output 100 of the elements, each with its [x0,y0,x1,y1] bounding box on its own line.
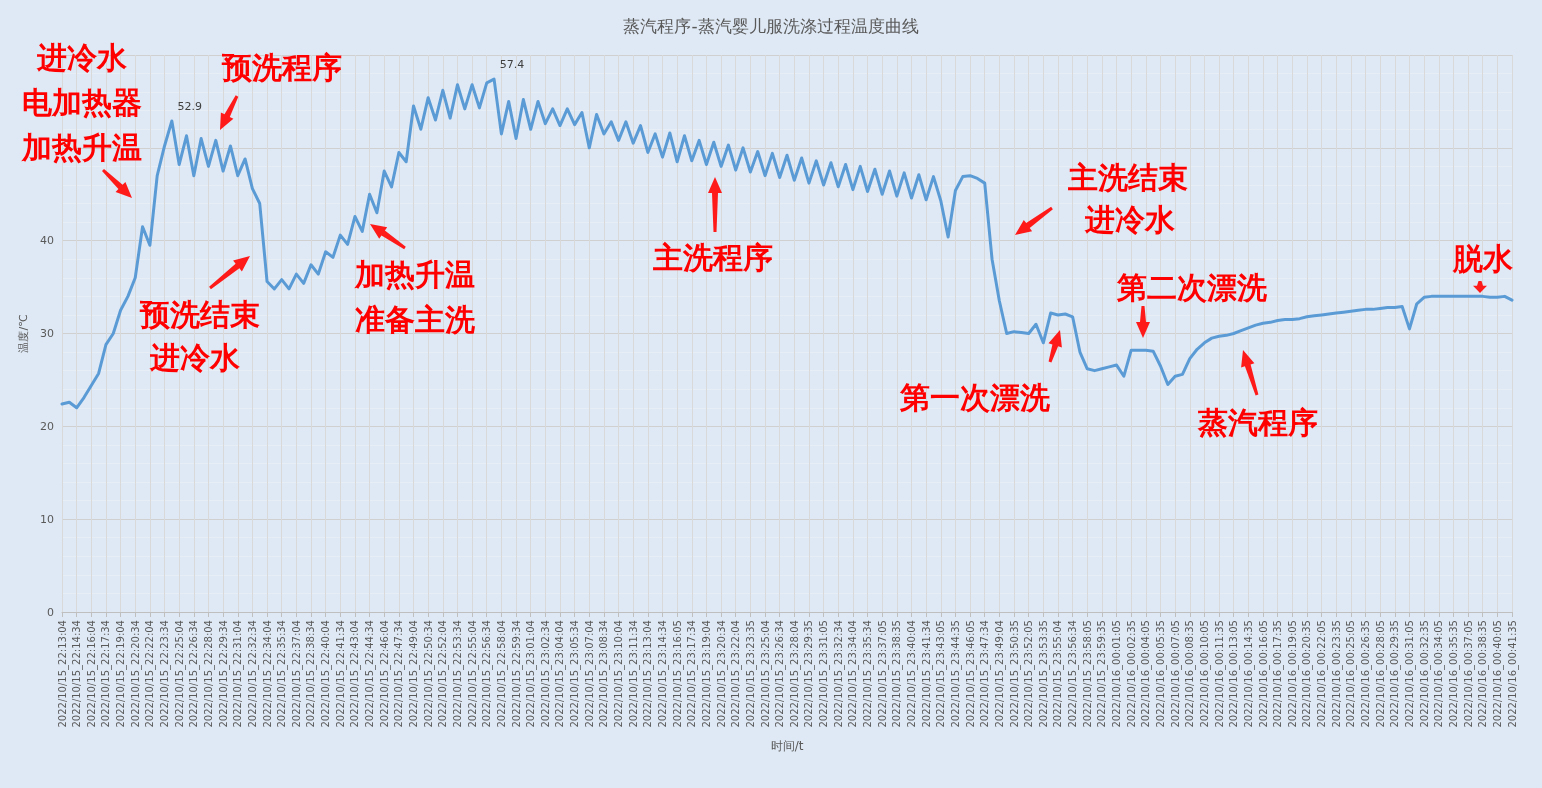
y-tick-label: 10 [40,512,54,526]
x-tick-label: 2022/10/15_22:44:34 [364,620,377,728]
x-tick-label: 2022/10/16_00:29:35 [1389,620,1402,728]
x-tick-label: 2022/10/15_22:40:04 [320,620,333,728]
x-tick-label: 2022/10/15_23:59:35 [1096,620,1109,728]
x-tick-label: 2022/10/16_00:22:05 [1316,620,1329,728]
annotation: 第一次漂洗 [900,379,1050,417]
x-tick-label: 2022/10/15_22:14:34 [71,620,84,728]
x-tick-label: 2022/10/15_22:22:04 [144,620,157,728]
x-tick-label: 2022/10/16_00:31:05 [1403,620,1416,728]
annotation: 预洗程序 [222,49,342,87]
annotation: 进冷水 [150,339,240,377]
x-tick-label: 2022/10/15_22:13:04 [56,620,69,728]
annotation: 预洗结束 [140,296,260,334]
x-tick-label: 2022/10/16_00:20:35 [1301,620,1314,728]
x-tick-label: 2022/10/16_00:16:05 [1257,620,1270,728]
x-tick-label: 2022/10/15_22:52:04 [437,620,450,728]
x-tick-label: 2022/10/15_22:58:04 [495,620,508,728]
x-tick-label: 2022/10/15_23:47:34 [979,620,992,728]
x-tick-label: 2022/10/16_00:34:05 [1433,620,1446,728]
x-tick-label: 2022/10/16_00:23:35 [1330,620,1343,728]
x-tick-label: 2022/10/15_23:26:34 [774,620,787,728]
y-tick-label: 40 [40,234,54,248]
x-tick-label: 2022/10/15_22:38:34 [305,620,318,728]
x-tick-label: 2022/10/15_23:46:05 [964,620,977,728]
data-label: 52.9 [177,99,203,113]
x-tick-label: 2022/10/16_00:37:05 [1462,620,1475,728]
y-axis-title: 温度/℃ [17,314,31,353]
annotation: 第二次漂洗 [1117,269,1267,307]
x-tick-label: 2022/10/15_23:31:05 [818,620,831,728]
x-tick-label: 2022/10/15_22:19:04 [115,620,128,728]
x-tick-label: 2022/10/16_00:32:35 [1418,620,1431,728]
x-tick-label: 2022/10/16_00:38:35 [1477,620,1490,728]
y-tick-label: 0 [47,605,54,619]
x-tick-label: 2022/10/15_23:10:04 [613,620,626,728]
annotation: 主洗程序 [653,239,773,277]
x-tick-label: 2022/10/15_23:23:35 [744,620,757,728]
x-tick-label: 2022/10/16_00:13:05 [1228,620,1241,728]
x-tick-label: 2022/10/15_23:07:04 [583,620,596,728]
annotation: 加热升温 [355,256,475,294]
x-tick-label: 2022/10/15_23:55:04 [1052,620,1065,728]
x-tick-label: 2022/10/16_00:41:35 [1506,620,1519,728]
x-tick-label: 2022/10/15_22:37:04 [290,620,303,728]
x-tick-label: 2022/10/16_00:14:35 [1242,620,1255,728]
x-tick-label: 2022/10/15_23:02:34 [539,620,552,728]
x-tick-label: 2022/10/16_00:19:05 [1286,620,1299,728]
x-tick-label: 2022/10/16_00:05:35 [1154,620,1167,728]
x-tick-label: 2022/10/15_23:22:04 [730,620,743,728]
x-tick-label: 2022/10/15_23:29:35 [803,620,816,728]
x-tick-label: 2022/10/15_23:58:05 [1081,620,1094,728]
x-tick-label: 2022/10/15_23:20:34 [715,620,728,728]
annotation: 加热升温 [22,129,142,167]
x-tick-label: 2022/10/15_22:20:34 [129,620,142,728]
x-tick-label: 2022/10/15_23:41:34 [920,620,933,728]
annotation: 准备主洗 [355,301,475,339]
annotation: 蒸汽程序 [1198,404,1318,442]
x-axis-title: 时间/t [770,739,804,753]
x-tick-label: 2022/10/15_22:53:34 [451,620,464,728]
x-tick-label: 2022/10/15_22:31:04 [232,620,245,728]
x-tick-label: 2022/10/15_22:41:34 [334,620,347,728]
x-tick-label: 2022/10/15_23:08:34 [598,620,611,728]
x-tick-label: 2022/10/15_23:40:04 [905,620,918,728]
x-tick-label: 2022/10/15_23:25:04 [759,620,772,728]
x-tick-label: 2022/10/15_23:28:04 [788,620,801,728]
x-tick-label: 2022/10/15_23:38:35 [891,620,904,728]
x-tick-label: 2022/10/15_22:55:04 [466,620,479,728]
x-tick-label: 2022/10/15_22:46:04 [378,620,391,728]
x-tick-label: 2022/10/15_22:35:34 [276,620,289,728]
x-tick-label: 2022/10/15_23:04:04 [554,620,567,728]
x-tick-label: 2022/10/16_00:17:35 [1272,620,1285,728]
x-tick-label: 2022/10/15_23:13:04 [642,620,655,728]
x-tick-label: 2022/10/15_22:25:04 [173,620,186,728]
x-tick-label: 2022/10/15_22:47:34 [393,620,406,728]
x-tick-label: 2022/10/15_22:17:34 [100,620,113,728]
x-tick-label: 2022/10/16_00:25:05 [1345,620,1358,728]
x-tick-label: 2022/10/16_00:08:35 [1184,620,1197,728]
x-tick-label: 2022/10/15_23:35:34 [862,620,875,728]
x-tick-label: 2022/10/15_23:17:34 [686,620,699,728]
x-tick-label: 2022/10/15_23:44:35 [949,620,962,728]
annotation: 主洗结束 [1068,159,1188,197]
x-tick-label: 2022/10/15_22:34:04 [261,620,274,728]
x-tick-label: 2022/10/15_22:49:04 [408,620,421,728]
x-tick-label: 2022/10/15_23:19:04 [700,620,713,728]
y-tick-label: 20 [40,419,54,433]
annotation: 电加热器 [22,84,142,122]
x-tick-label: 2022/10/15_22:16:04 [85,620,98,728]
x-tick-label: 2022/10/15_23:37:05 [876,620,889,728]
x-tick-label: 2022/10/15_23:11:34 [627,620,640,728]
x-tick-label: 2022/10/16_00:10:05 [1198,620,1211,728]
x-tick-label: 2022/10/16_00:40:05 [1491,620,1504,728]
annotation: 进冷水 [1085,201,1175,239]
x-tick-label: 2022/10/15_22:59:34 [510,620,523,728]
y-tick-label: 30 [40,327,54,340]
x-tick-label: 2022/10/15_23:52:05 [1023,620,1036,728]
x-tick-label: 2022/10/15_22:26:34 [188,620,201,728]
x-tick-label: 2022/10/16_00:02:35 [1125,620,1138,728]
x-tick-label: 2022/10/15_23:43:05 [935,620,948,728]
x-tick-label: 2022/10/16_00:35:35 [1447,620,1460,728]
x-tick-label: 2022/10/15_23:53:35 [1037,620,1050,728]
x-tick-label: 2022/10/15_22:50:34 [422,620,435,728]
